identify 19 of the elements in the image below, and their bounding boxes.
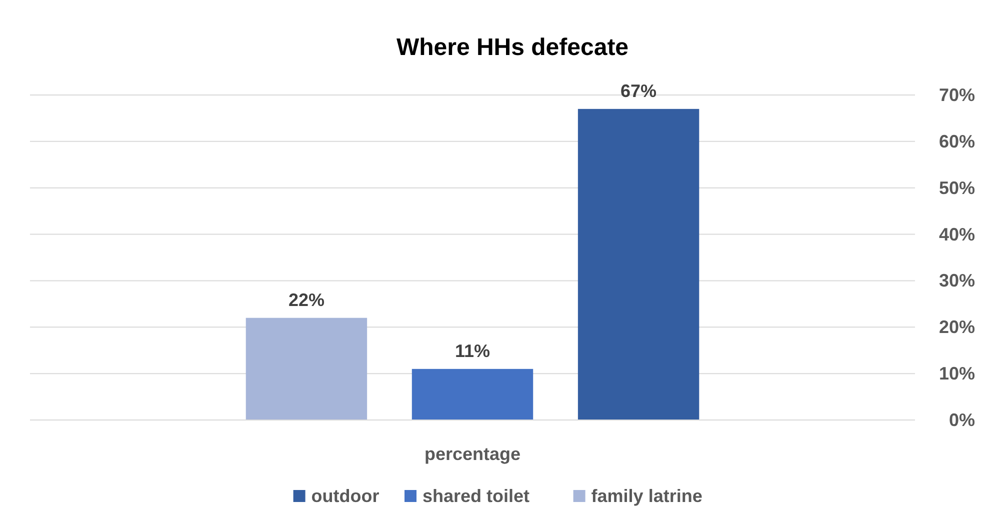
data-label: 67% <box>620 80 657 101</box>
legend-label: outdoor <box>311 486 380 506</box>
data-label: 11% <box>454 340 490 361</box>
data-label: 22% <box>288 290 324 310</box>
y-tick-label: 50% <box>938 178 975 198</box>
y-tick-label: 60% <box>938 131 975 152</box>
y-tick-label: 20% <box>938 317 975 338</box>
y-tick-label: 70% <box>938 85 975 105</box>
x-tick-label: percentage <box>424 444 521 464</box>
y-tick-label: 30% <box>938 270 975 291</box>
legend-label: shared toilet <box>422 486 530 506</box>
bar <box>246 318 368 420</box>
y-tick-label: 40% <box>938 224 975 244</box>
bar <box>578 108 700 420</box>
chart-title: Where HHs defecate <box>396 34 629 61</box>
legend-label: family latrine <box>591 486 702 506</box>
bar <box>412 368 534 420</box>
y-tick-label: 10% <box>938 364 975 384</box>
y-tick-label: 0% <box>948 410 975 430</box>
